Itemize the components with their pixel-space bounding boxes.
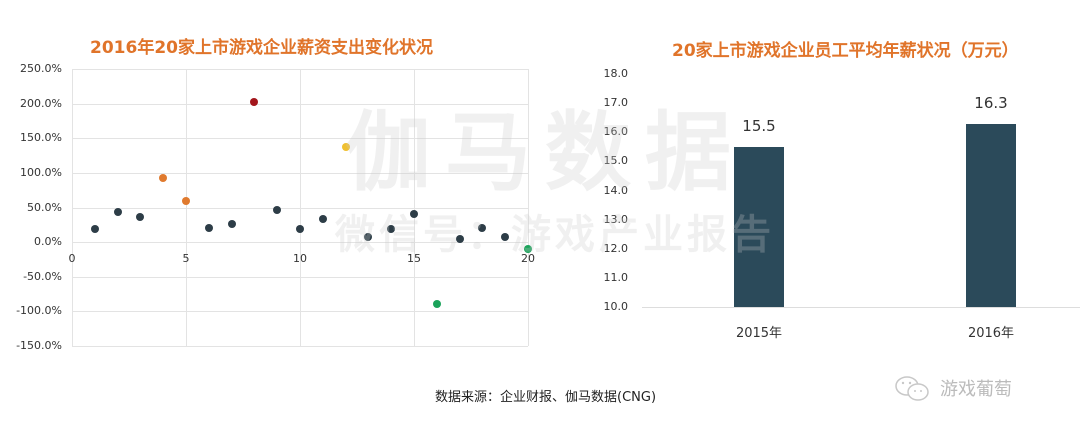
data-source: 数据来源：企业财报、伽马数据(CNG) xyxy=(435,390,657,405)
gridline-vertical xyxy=(186,69,187,346)
gridline-vertical xyxy=(72,69,73,346)
y-axis-tick: -150.0% xyxy=(16,339,62,352)
scatter-plot-area: 250.0% 200.0% 150.0% 100.0% 50.0% 0.0% -50.0% -… xyxy=(0,0,560,380)
wechat-icon xyxy=(893,374,933,404)
gridline-horizontal xyxy=(72,346,528,347)
bar-plot-area: 18.0 17.0 16.0 15.0 14.0 13.0 12.0 11.0 10.0 15.5… xyxy=(560,0,1080,380)
x-axis-tick: 5 xyxy=(182,252,190,266)
gridline-vertical xyxy=(528,69,529,346)
data-point xyxy=(364,233,373,242)
data-point xyxy=(182,196,190,205)
data-point xyxy=(113,207,122,216)
data-point xyxy=(204,224,213,233)
y-axis-tick: 50.0% xyxy=(27,200,62,214)
y-axis-tick: 16.0 xyxy=(603,125,629,139)
y-axis-tick: 10.0 xyxy=(603,300,629,313)
data-point xyxy=(455,235,464,244)
x-axis-tick: 15 xyxy=(407,252,421,266)
data-point xyxy=(318,214,327,223)
data-point xyxy=(296,224,304,233)
y-axis-tick: 17.0 xyxy=(603,96,629,110)
data-point xyxy=(432,299,441,308)
y-axis-tick: 15.0 xyxy=(603,154,629,168)
y-axis-tick: 250.0% xyxy=(20,62,62,75)
gridline-vertical xyxy=(414,69,415,346)
bar-2015年 xyxy=(734,146,784,307)
data-point xyxy=(136,213,145,222)
y-axis-tick: -50.0% xyxy=(23,269,62,283)
data-point xyxy=(90,224,99,233)
y-axis-tick: -100.0% xyxy=(16,304,62,318)
x-axis-tick: 20 xyxy=(521,252,535,266)
data-point xyxy=(273,205,282,214)
data-point xyxy=(524,245,532,254)
gridline-vertical xyxy=(300,69,301,346)
y-axis-tick: 18.0 xyxy=(603,67,629,80)
bar-data-label: 15.5 xyxy=(742,116,776,135)
data-point xyxy=(387,224,396,233)
y-axis-tick: 150.0% xyxy=(20,131,62,145)
x-axis-category: 2015年 xyxy=(735,326,783,341)
data-point xyxy=(341,142,350,151)
data-point xyxy=(250,97,259,106)
y-axis-tick: 13.0 xyxy=(603,212,629,226)
left-chart-title: 2016年20家上市游戏企业薪资支出变化状况 xyxy=(90,38,433,58)
y-axis-tick: 200.0% xyxy=(20,96,62,110)
y-axis-tick: 100.0% xyxy=(20,165,62,179)
x-axis-category: 2016年 xyxy=(967,326,1015,341)
data-point xyxy=(478,224,487,233)
bar-data-label: 16.3 xyxy=(974,93,1008,112)
y-axis-tick: 0.0% xyxy=(34,235,62,249)
data-point xyxy=(501,232,510,241)
y-axis-tick: 11.0 xyxy=(603,270,629,284)
y-axis-tick: 12.0 xyxy=(603,241,629,255)
x-axis-line xyxy=(642,307,1080,308)
x-axis-tick: 10 xyxy=(293,252,307,266)
y-axis-tick: 14.0 xyxy=(603,183,629,197)
bar-2016年 xyxy=(966,123,1016,307)
brand-name: 游戏葡萄 xyxy=(940,379,1012,400)
right-chart-title: 20家上市游戏企业员工平均年薪状况（万元） xyxy=(672,41,1019,61)
data-point xyxy=(227,220,236,229)
x-axis-tick: 0 xyxy=(68,252,76,266)
data-point xyxy=(410,210,418,219)
data-point xyxy=(159,173,168,182)
